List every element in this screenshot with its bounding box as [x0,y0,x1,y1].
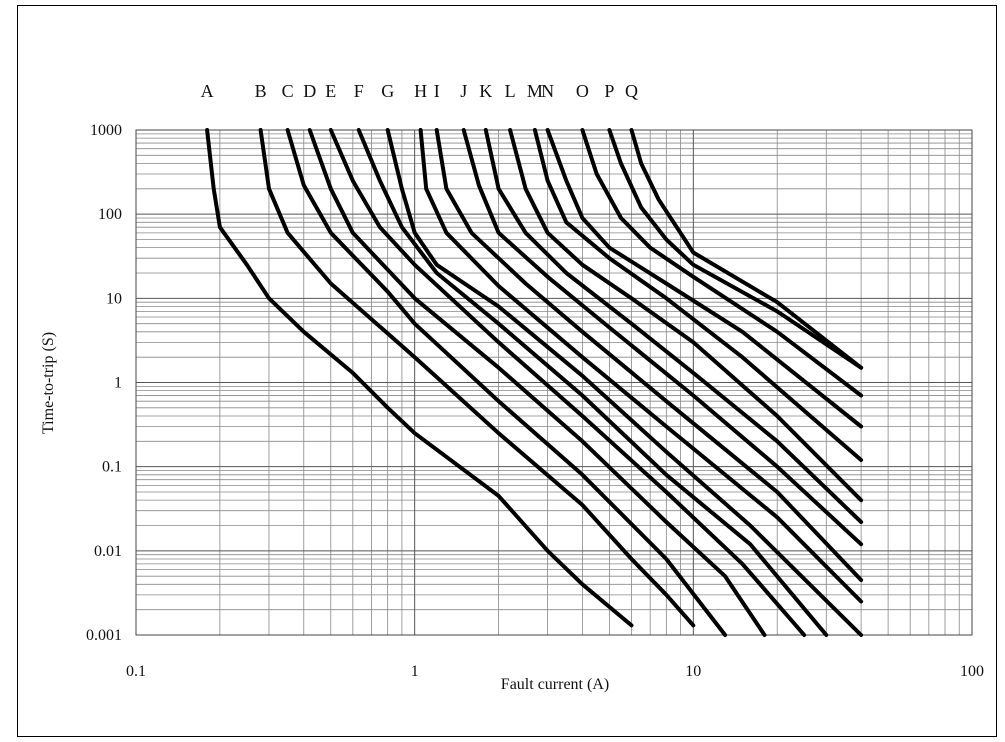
curve-label-b: B [255,81,267,101]
curve-label-q: Q [625,81,638,101]
curve-label-c: C [282,81,294,101]
trip-curves [205,128,864,637]
trip-curve-g [385,128,864,637]
trip-curve-a [205,128,634,628]
y-tick-label: 1 [114,375,122,392]
plot-area-border [135,129,973,636]
curve-label-n: N [541,81,554,101]
x-tick-label: 100 [960,663,984,680]
curve-label-f: F [354,81,364,101]
y-tick-label: 0.001 [86,627,122,644]
trip-curve-i [434,128,864,582]
curve-label-o: O [576,81,589,101]
trip-curve-q [629,128,864,370]
x-axis-label: Fault current (A) [501,676,609,693]
curve-label-i: I [434,81,440,101]
curve-label-d: D [303,81,316,101]
trip-curve-m [532,128,864,462]
curve-label-m: M [527,81,543,101]
x-tick-label: 1 [411,663,419,680]
x-axis-tick-labels: 0.1 1 10 100 [126,663,984,680]
curve-label-p: P [604,81,614,101]
curve-label-l: L [505,81,516,101]
curve-label-k: K [479,81,492,101]
curve-label-h: H [414,81,427,101]
curve-label-a: A [201,81,214,101]
y-tick-label: 10 [106,290,122,307]
trip-curve-n [545,128,864,429]
trip-curve-p [607,128,864,370]
trip-curve-b [258,128,696,628]
trip-curve-c [285,128,728,637]
trip-curve-d [307,128,767,637]
y-axis-tick-labels: 1000 100 10 1 0.1 0.01 0.001 [86,122,122,644]
y-tick-label: 0.1 [102,459,122,476]
trip-curve-l [508,128,864,503]
y-tick-label: 100 [98,206,122,223]
trip-curve-h [418,128,864,604]
curve-label-e: E [325,81,336,101]
trip-curve-f [356,128,829,637]
trip-curve-k [483,128,864,524]
curve-labels: A B C D E F G H I J K L MN O P Q [201,81,638,101]
trip-curve-j [461,128,864,547]
curve-label-j: J [460,81,467,101]
y-axis-label: Time-to-trip (S) [40,332,57,434]
trip-curve-e [328,128,807,637]
x-tick-label: 10 [685,663,701,680]
y-tick-label: 0.01 [94,543,122,560]
x-tick-label: 0.1 [126,663,146,680]
y-tick-label: 1000 [90,122,122,139]
curve-label-g: G [381,81,394,101]
trip-curve-o [580,128,864,398]
chart-frame [17,5,997,737]
